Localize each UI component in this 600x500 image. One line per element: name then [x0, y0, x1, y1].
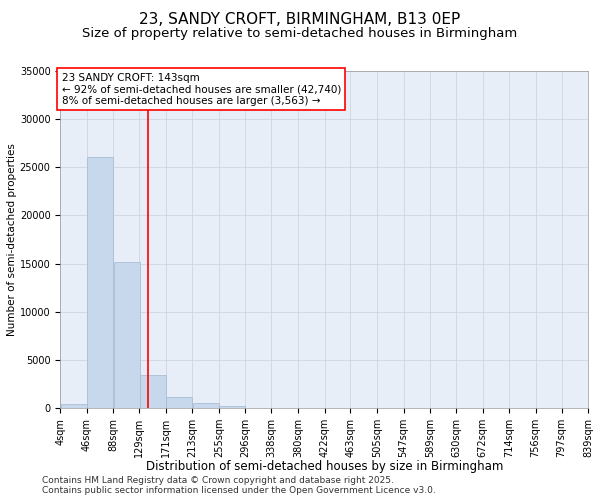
Text: Size of property relative to semi-detached houses in Birmingham: Size of property relative to semi-detach… [82, 28, 518, 40]
Text: 23 SANDY CROFT: 143sqm
← 92% of semi-detached houses are smaller (42,740)
8% of : 23 SANDY CROFT: 143sqm ← 92% of semi-det… [62, 72, 341, 106]
Bar [87, 156, 113, 408]
Bar [140, 376, 166, 408]
X-axis label: Distribution of semi-detached houses by size in Birmingham: Distribution of semi-detached houses by … [146, 460, 503, 473]
Bar [114, 262, 140, 408]
Bar [61, 404, 86, 408]
Text: Contains HM Land Registry data © Crown copyright and database right 2025.
Contai: Contains HM Land Registry data © Crown c… [42, 476, 436, 495]
Bar [166, 398, 192, 408]
Bar [193, 403, 218, 408]
Bar [219, 406, 245, 408]
Text: 23, SANDY CROFT, BIRMINGHAM, B13 0EP: 23, SANDY CROFT, BIRMINGHAM, B13 0EP [139, 12, 461, 28]
Y-axis label: Number of semi-detached properties: Number of semi-detached properties [7, 143, 17, 336]
